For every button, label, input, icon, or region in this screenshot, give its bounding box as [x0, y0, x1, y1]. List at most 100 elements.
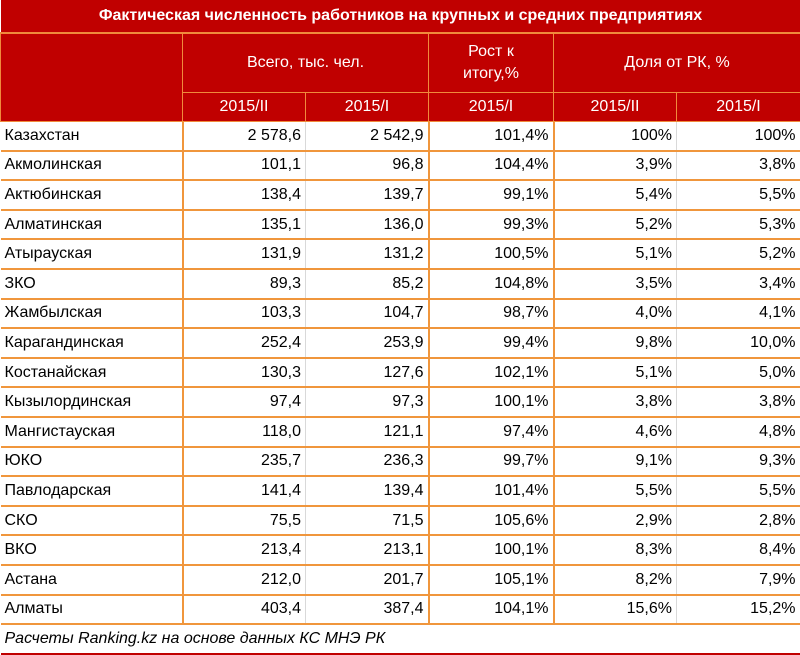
cell-value: 101,4%	[429, 122, 554, 151]
cell-value: 101,1	[183, 151, 306, 181]
cell-value: 99,4%	[429, 328, 554, 358]
cell-value: 4,1%	[677, 299, 800, 329]
source-note: Расчеты Ranking.kz на основе данных КС М…	[1, 624, 800, 654]
cell-value: 236,3	[306, 447, 429, 477]
cell-value: 104,4%	[429, 151, 554, 181]
header-share: Доля от РК, %	[554, 33, 800, 93]
region-name: ВКО	[1, 535, 183, 565]
cell-value: 139,7	[306, 180, 429, 210]
cell-value: 127,6	[306, 358, 429, 388]
cell-value: 100,1%	[429, 535, 554, 565]
cell-value: 104,1%	[429, 595, 554, 625]
cell-value: 213,1	[306, 535, 429, 565]
region-name: Костанайская	[1, 358, 183, 388]
cell-value: 131,2	[306, 239, 429, 269]
cell-value: 97,4%	[429, 417, 554, 447]
cell-value: 403,4	[183, 595, 306, 625]
cell-value: 130,3	[183, 358, 306, 388]
cell-value: 96,8	[306, 151, 429, 181]
cell-value: 3,9%	[554, 151, 677, 181]
cell-value: 5,2%	[554, 210, 677, 240]
cell-value: 15,2%	[677, 595, 800, 625]
cell-value: 213,4	[183, 535, 306, 565]
subheader: 2015/I	[306, 93, 429, 122]
cell-value: 201,7	[306, 565, 429, 595]
cell-value: 100,5%	[429, 239, 554, 269]
cell-value: 100%	[554, 122, 677, 151]
cell-value: 5,1%	[554, 358, 677, 388]
cell-value: 139,4	[306, 476, 429, 506]
cell-value: 105,6%	[429, 506, 554, 536]
cell-value: 104,7	[306, 299, 429, 329]
region-name: Кызылординская	[1, 387, 183, 417]
cell-value: 2,8%	[677, 506, 800, 536]
cell-value: 4,8%	[677, 417, 800, 447]
cell-value: 3,5%	[554, 269, 677, 299]
cell-value: 138,4	[183, 180, 306, 210]
region-name: СКО	[1, 506, 183, 536]
region-name: Жамбылская	[1, 299, 183, 329]
cell-value: 8,3%	[554, 535, 677, 565]
cell-value: 3,8%	[677, 387, 800, 417]
subheader: 2015/I	[677, 93, 800, 122]
cell-value: 5,5%	[677, 476, 800, 506]
cell-value: 89,3	[183, 269, 306, 299]
cell-value: 141,4	[183, 476, 306, 506]
cell-value: 131,9	[183, 239, 306, 269]
cell-value: 5,5%	[677, 180, 800, 210]
cell-value: 2,9%	[554, 506, 677, 536]
cell-value: 8,4%	[677, 535, 800, 565]
table-title: Фактическая численность работников на кр…	[1, 0, 800, 33]
cell-value: 85,2	[306, 269, 429, 299]
cell-value: 252,4	[183, 328, 306, 358]
cell-value: 98,7%	[429, 299, 554, 329]
region-name: Казахстан	[1, 122, 183, 151]
cell-value: 9,1%	[554, 447, 677, 477]
cell-value: 2 542,9	[306, 122, 429, 151]
subheader: 2015/II	[183, 93, 306, 122]
cell-value: 102,1%	[429, 358, 554, 388]
cell-value: 99,7%	[429, 447, 554, 477]
region-name: Актюбинская	[1, 180, 183, 210]
region-name: Павлодарская	[1, 476, 183, 506]
header-empty	[1, 33, 183, 122]
header-growth: Рост к итогу,%	[429, 33, 554, 93]
region-name: Карагандинская	[1, 328, 183, 358]
cell-value: 121,1	[306, 417, 429, 447]
region-name: Мангистауская	[1, 417, 183, 447]
cell-value: 10,0%	[677, 328, 800, 358]
header-total: Всего, тыс. чел.	[183, 33, 429, 93]
cell-value: 387,4	[306, 595, 429, 625]
cell-value: 5,2%	[677, 239, 800, 269]
cell-value: 2 578,6	[183, 122, 306, 151]
cell-value: 118,0	[183, 417, 306, 447]
cell-value: 5,1%	[554, 239, 677, 269]
region-name: Акмолинская	[1, 151, 183, 181]
region-name: Астана	[1, 565, 183, 595]
region-name: Алматы	[1, 595, 183, 625]
region-name: ЮКО	[1, 447, 183, 477]
subheader: 2015/II	[554, 93, 677, 122]
cell-value: 15,6%	[554, 595, 677, 625]
cell-value: 103,3	[183, 299, 306, 329]
cell-value: 235,7	[183, 447, 306, 477]
cell-value: 75,5	[183, 506, 306, 536]
cell-value: 5,0%	[677, 358, 800, 388]
cell-value: 4,0%	[554, 299, 677, 329]
cell-value: 105,1%	[429, 565, 554, 595]
cell-value: 3,4%	[677, 269, 800, 299]
